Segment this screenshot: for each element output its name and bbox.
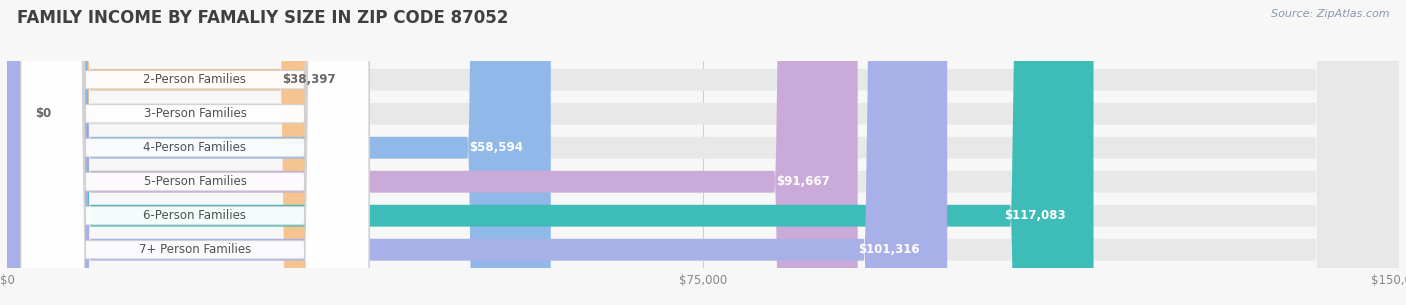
FancyBboxPatch shape (21, 0, 368, 305)
FancyBboxPatch shape (21, 0, 368, 305)
Text: $91,667: $91,667 (776, 175, 830, 188)
Text: $117,083: $117,083 (1004, 209, 1066, 222)
FancyBboxPatch shape (7, 0, 1399, 305)
Text: 4-Person Families: 4-Person Families (143, 141, 246, 154)
Text: $101,316: $101,316 (858, 243, 920, 256)
Text: $0: $0 (35, 107, 51, 120)
FancyBboxPatch shape (7, 0, 1399, 305)
FancyBboxPatch shape (7, 0, 1094, 305)
FancyBboxPatch shape (7, 0, 1399, 305)
FancyBboxPatch shape (7, 0, 1399, 305)
FancyBboxPatch shape (7, 0, 363, 305)
FancyBboxPatch shape (21, 0, 368, 305)
Text: 7+ Person Families: 7+ Person Families (139, 243, 252, 256)
Text: 5-Person Families: 5-Person Families (143, 175, 246, 188)
FancyBboxPatch shape (21, 0, 368, 305)
FancyBboxPatch shape (7, 0, 1399, 305)
Text: 2-Person Families: 2-Person Families (143, 73, 246, 86)
FancyBboxPatch shape (21, 0, 368, 305)
Text: FAMILY INCOME BY FAMALIY SIZE IN ZIP CODE 87052: FAMILY INCOME BY FAMALIY SIZE IN ZIP COD… (17, 9, 508, 27)
Text: $38,397: $38,397 (281, 73, 336, 86)
FancyBboxPatch shape (7, 0, 1399, 305)
FancyBboxPatch shape (7, 0, 858, 305)
FancyBboxPatch shape (21, 0, 368, 305)
Text: 3-Person Families: 3-Person Families (143, 107, 246, 120)
Text: $58,594: $58,594 (470, 141, 523, 154)
FancyBboxPatch shape (7, 0, 948, 305)
FancyBboxPatch shape (7, 0, 551, 305)
Text: 6-Person Families: 6-Person Families (143, 209, 246, 222)
Text: Source: ZipAtlas.com: Source: ZipAtlas.com (1271, 9, 1389, 19)
